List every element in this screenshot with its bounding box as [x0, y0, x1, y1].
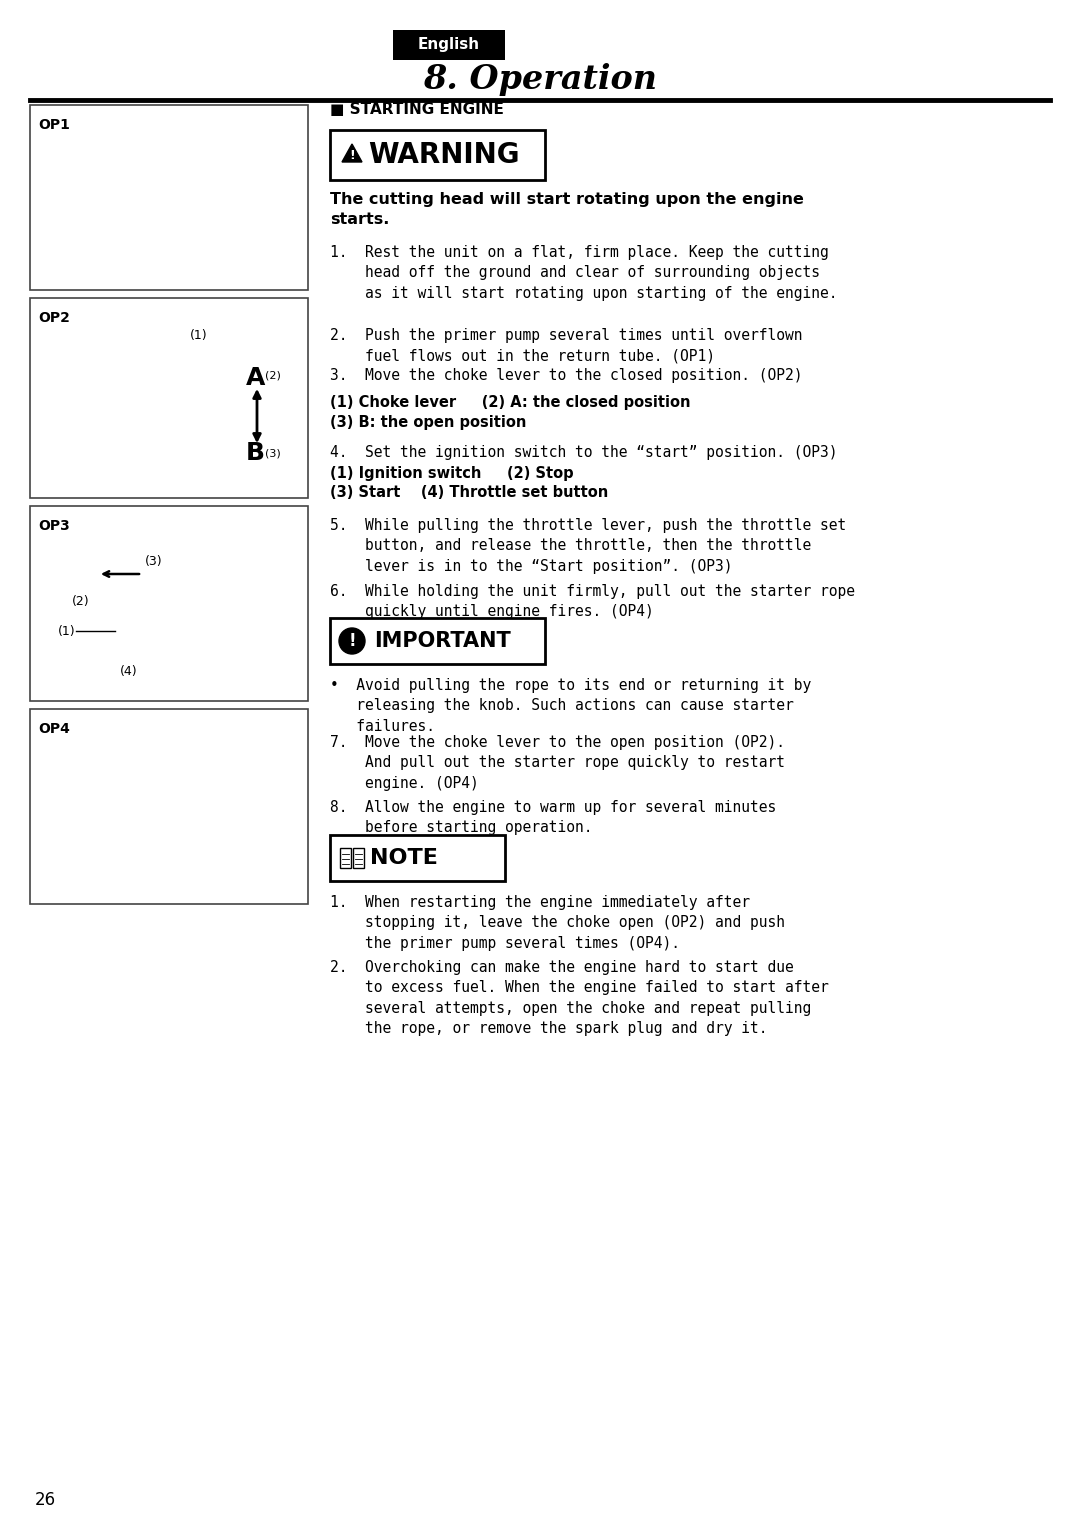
Text: 8.  Allow the engine to warm up for several minutes
    before starting operatio: 8. Allow the engine to warm up for sever… — [330, 800, 777, 835]
Text: !: ! — [348, 632, 355, 650]
Text: 4.  Set the ignition switch to the “start” position. (OP3): 4. Set the ignition switch to the “start… — [330, 446, 837, 459]
Text: 1.  When restarting the engine immediately after
    stopping it, leave the chok: 1. When restarting the engine immediatel… — [330, 896, 785, 951]
Circle shape — [339, 629, 365, 655]
Text: OP3: OP3 — [38, 519, 70, 533]
Text: 5.  While pulling the throttle lever, push the throttle set
    button, and rele: 5. While pulling the throttle lever, pus… — [330, 517, 847, 574]
Bar — [330, 835, 505, 881]
Text: $\mathbf{B}$: $\mathbf{B}$ — [245, 441, 265, 465]
Text: (1) Ignition switch     (2) Stop: (1) Ignition switch (2) Stop — [330, 465, 573, 481]
Bar — [340, 848, 351, 868]
Text: The cutting head will start rotating upon the engine
starts.: The cutting head will start rotating upo… — [330, 192, 804, 227]
Text: English: English — [418, 38, 481, 52]
Text: (1) Choke lever     (2) A: the closed position: (1) Choke lever (2) A: the closed positi… — [330, 395, 690, 410]
Text: OP1: OP1 — [38, 118, 70, 133]
Text: ■ STARTING ENGINE: ■ STARTING ENGINE — [330, 102, 504, 118]
Text: WARNING: WARNING — [368, 140, 519, 169]
Text: 1.  Rest the unit on a flat, firm place. Keep the cutting
    head off the groun: 1. Rest the unit on a flat, firm place. … — [330, 246, 837, 301]
Text: •  Avoid pulling the rope to its end or returning it by
   releasing the knob. S: • Avoid pulling the rope to its end or r… — [330, 678, 811, 734]
Text: OP4: OP4 — [38, 722, 70, 736]
Text: 7.  Move the choke lever to the open position (OP2).
    And pull out the starte: 7. Move the choke lever to the open posi… — [330, 736, 785, 790]
Text: (3) Start    (4) Throttle set button: (3) Start (4) Throttle set button — [330, 485, 608, 501]
Text: (3) B: the open position: (3) B: the open position — [330, 415, 526, 430]
Text: (1): (1) — [58, 624, 76, 638]
Bar — [330, 618, 545, 664]
Bar — [330, 130, 545, 180]
Bar — [393, 31, 505, 60]
Text: NOTE: NOTE — [370, 848, 437, 868]
Text: 3.  Move the choke lever to the closed position. (OP2): 3. Move the choke lever to the closed po… — [330, 368, 802, 383]
Text: 26: 26 — [35, 1491, 56, 1509]
Text: (1): (1) — [190, 330, 207, 342]
Text: !: ! — [349, 148, 355, 162]
Bar — [30, 105, 308, 290]
Text: IMPORTANT: IMPORTANT — [374, 630, 511, 652]
Text: 6.  While holding the unit firmly, pull out the starter rope
    quickly until e: 6. While holding the unit firmly, pull o… — [330, 584, 855, 620]
Text: 2.  Overchoking can make the engine hard to start due
    to excess fuel. When t: 2. Overchoking can make the engine hard … — [330, 960, 828, 1036]
Text: (4): (4) — [120, 664, 137, 678]
Text: $\mathbf{A}$: $\mathbf{A}$ — [245, 366, 267, 391]
Text: 2.  Push the primer pump several times until overflown
    fuel flows out in the: 2. Push the primer pump several times un… — [330, 328, 802, 363]
Bar — [30, 710, 308, 903]
Bar — [30, 507, 308, 700]
Polygon shape — [342, 143, 362, 162]
Bar — [30, 298, 308, 497]
Text: OP2: OP2 — [38, 311, 70, 325]
Text: (2): (2) — [72, 595, 90, 607]
Text: (3): (3) — [145, 554, 163, 568]
Text: (2): (2) — [265, 371, 281, 382]
Bar — [353, 848, 364, 868]
Text: 8. Operation: 8. Operation — [423, 64, 657, 96]
Text: (3): (3) — [265, 449, 281, 458]
